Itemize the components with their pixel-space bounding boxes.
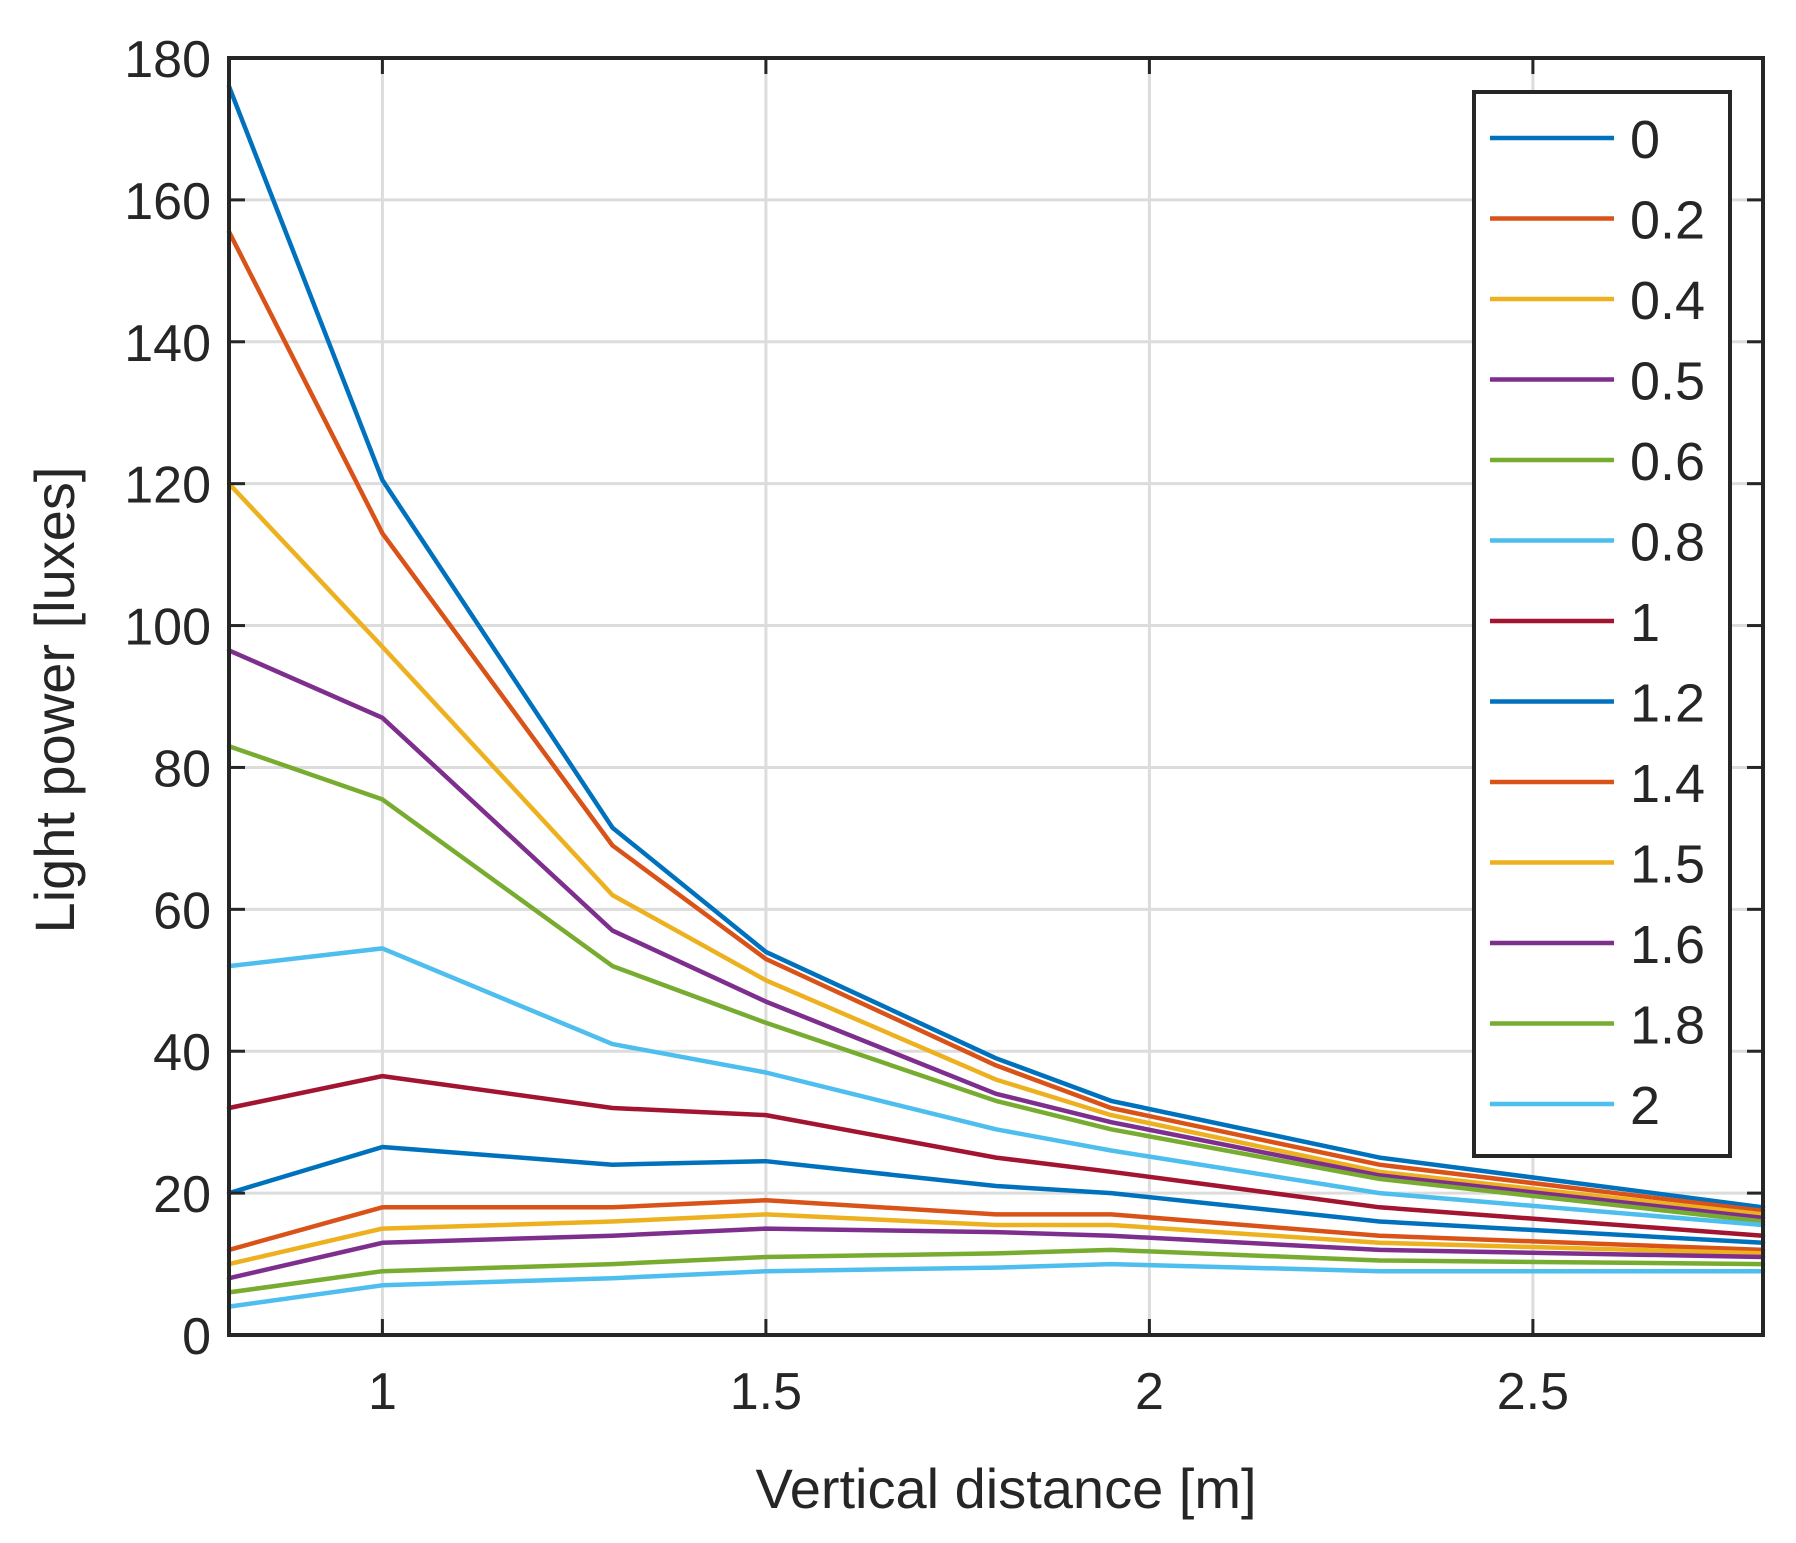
y-tick-label: 60 xyxy=(153,882,211,940)
legend-label: 1.2 xyxy=(1630,674,1705,734)
series-line-1-4 xyxy=(226,1197,1766,1253)
series-line-1-6 xyxy=(226,1226,1766,1281)
legend-label: 0.6 xyxy=(1630,432,1705,492)
x-tick-label: 2.5 xyxy=(1497,1363,1569,1421)
legend-label: 1.5 xyxy=(1630,835,1705,895)
x-tick-label: 1.5 xyxy=(730,1363,802,1421)
series-line-0-6 xyxy=(226,743,1766,1224)
legend-label: 1 xyxy=(1630,593,1660,653)
legend: 0 0.2 0.4 0.5 0.6 0.8 1 1.2 1.4 1.5 1.6 1.8 2 xyxy=(1472,90,1732,1158)
y-tick-label: 120 xyxy=(124,457,211,515)
series-line-1-8 xyxy=(226,1247,1766,1295)
y-tick-label: 100 xyxy=(124,599,211,657)
legend-label: 1.6 xyxy=(1630,915,1705,975)
y-axis-label: Light power [luxes] xyxy=(23,467,86,934)
legend-label: 0.2 xyxy=(1630,191,1705,251)
series-line-0-4 xyxy=(226,481,1766,1217)
legend-label: 1.4 xyxy=(1630,754,1705,814)
axes-frame xyxy=(227,56,1765,1337)
legend-label: 0 xyxy=(1630,110,1660,170)
x-tick-label: 2 xyxy=(1135,1363,1164,1421)
y-tick-label: 0 xyxy=(182,1308,211,1366)
series-line-0-5 xyxy=(226,648,1766,1221)
legend-label: 1.8 xyxy=(1630,996,1705,1056)
legend-label: 0.4 xyxy=(1630,271,1705,331)
series-lines xyxy=(226,84,1766,1309)
series-line-1-2 xyxy=(226,1144,1766,1246)
x-axis-label: Vertical distance [m] xyxy=(755,1457,1256,1520)
y-tick-label: 160 xyxy=(124,173,211,231)
series-line-0 xyxy=(226,84,1766,1210)
legend-label: 2 xyxy=(1630,1076,1660,1136)
legend-box xyxy=(1472,90,1732,1158)
legend-label: 0.5 xyxy=(1630,352,1705,412)
y-tick-label: 180 xyxy=(124,31,211,89)
series-line-0-8 xyxy=(226,946,1766,1228)
y-tick-label: 20 xyxy=(153,1166,211,1224)
legend-label: 0.8 xyxy=(1630,513,1705,573)
y-tick-label: 40 xyxy=(153,1024,211,1082)
y-tick-label: 140 xyxy=(124,315,211,373)
series-line-0-2 xyxy=(226,229,1766,1214)
y-tick-label: 80 xyxy=(153,740,211,798)
series-line-1-5 xyxy=(226,1212,1766,1267)
series-line-1 xyxy=(226,1073,1766,1238)
x-tick-label: 1 xyxy=(368,1363,397,1421)
series-line-2 xyxy=(226,1261,1766,1309)
